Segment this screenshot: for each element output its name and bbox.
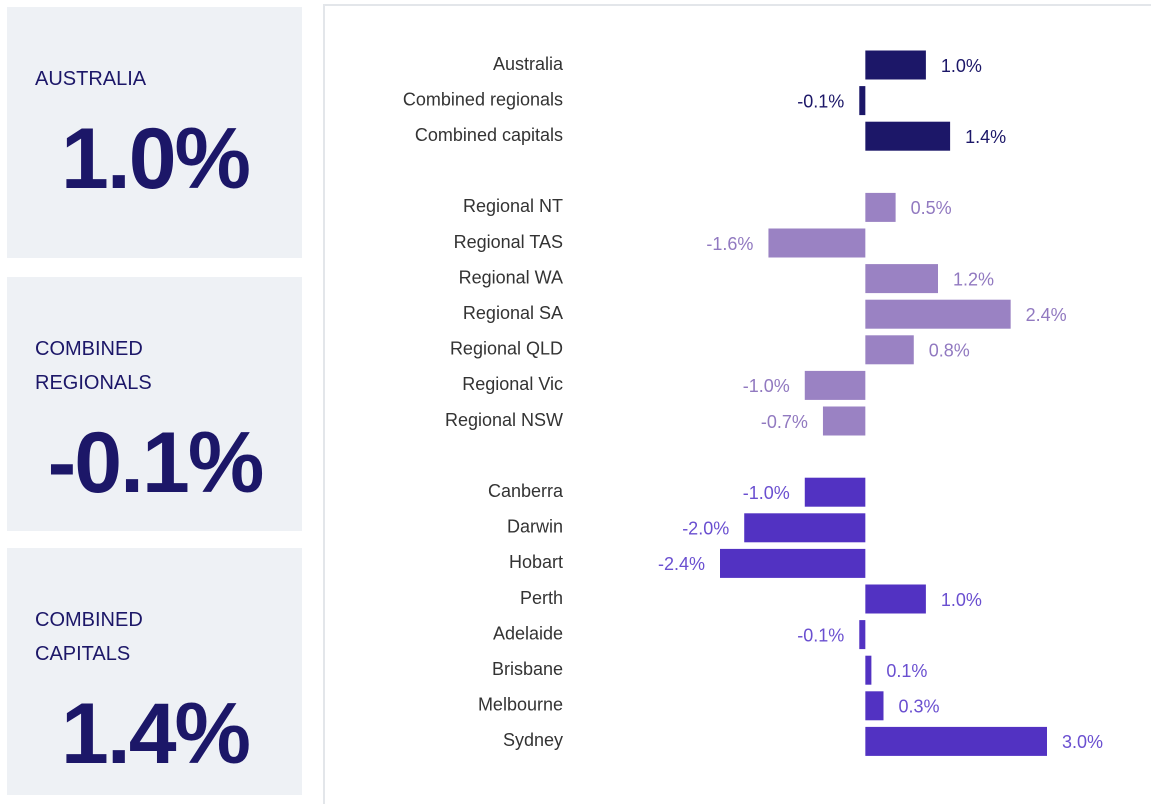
bar xyxy=(865,726,1047,756)
kpi-card: COMBINED REGIONALS -0.1% xyxy=(7,277,302,531)
category-label: Regional SA xyxy=(463,303,563,323)
bar xyxy=(744,513,866,543)
value-label: -0.7% xyxy=(761,412,808,432)
bar xyxy=(865,655,872,685)
value-label: 0.3% xyxy=(899,697,940,717)
category-label: Regional QLD xyxy=(450,339,563,359)
bar xyxy=(865,121,951,151)
kpi-card: AUSTRALIA 1.0% xyxy=(7,7,302,258)
bar xyxy=(865,299,1011,329)
value-label: -2.4% xyxy=(658,554,705,574)
kpi-card: COMBINED CAPITALS 1.4% xyxy=(7,548,302,795)
category-label: Melbourne xyxy=(478,695,563,715)
value-label: -1.0% xyxy=(743,483,790,503)
value-label: 1.0% xyxy=(941,590,982,610)
kpi-value: 1.4% xyxy=(60,686,251,782)
category-label: Regional WA xyxy=(459,267,563,287)
bar xyxy=(804,370,866,400)
bar xyxy=(822,406,866,436)
category-label: Combined capitals xyxy=(415,125,563,145)
category-label: Combined regionals xyxy=(403,89,563,109)
bar xyxy=(720,548,866,578)
category-label: Perth xyxy=(520,588,563,608)
bar xyxy=(865,192,896,222)
bar xyxy=(859,86,866,116)
category-label: Hobart xyxy=(509,552,563,572)
value-label: 0.5% xyxy=(911,198,952,218)
value-label: -1.0% xyxy=(743,376,790,396)
chart-panel xyxy=(323,4,1151,804)
category-label: Sydney xyxy=(503,730,563,750)
category-label: Brisbane xyxy=(492,659,563,679)
bar xyxy=(865,691,884,721)
bar xyxy=(768,228,866,258)
category-label: Canberra xyxy=(488,481,564,501)
category-label: Regional Vic xyxy=(462,374,563,394)
value-label: 2.4% xyxy=(1026,305,1067,325)
bar xyxy=(859,620,866,650)
value-label: 1.2% xyxy=(953,269,994,289)
bar xyxy=(865,264,938,294)
kpi-label: AUSTRALIA xyxy=(35,68,147,90)
bar xyxy=(804,477,866,507)
category-label: Regional NT xyxy=(463,196,563,216)
category-label: Australia xyxy=(493,54,564,74)
value-label: 1.4% xyxy=(965,127,1006,147)
bar xyxy=(865,335,914,365)
value-label: 1.0% xyxy=(941,56,982,76)
bar xyxy=(865,50,926,80)
value-label: 3.0% xyxy=(1062,732,1103,752)
value-label: -2.0% xyxy=(682,519,729,539)
kpi-label: COMBINED REGIONALS xyxy=(35,338,152,394)
value-label: -0.1% xyxy=(797,91,844,111)
value-label: 0.8% xyxy=(929,341,970,361)
category-label: Darwin xyxy=(507,517,563,537)
value-label: 0.1% xyxy=(886,661,927,681)
value-label: -1.6% xyxy=(706,234,753,254)
kpi-value: 1.0% xyxy=(60,111,251,207)
kpi-value: -0.1% xyxy=(47,415,265,511)
category-label: Adelaide xyxy=(493,623,563,643)
category-label: Regional NSW xyxy=(445,410,563,430)
bar xyxy=(865,584,926,614)
value-label: -0.1% xyxy=(797,625,844,645)
kpi-label: COMBINED CAPITALS xyxy=(35,609,143,665)
category-label: Regional TAS xyxy=(454,232,563,252)
